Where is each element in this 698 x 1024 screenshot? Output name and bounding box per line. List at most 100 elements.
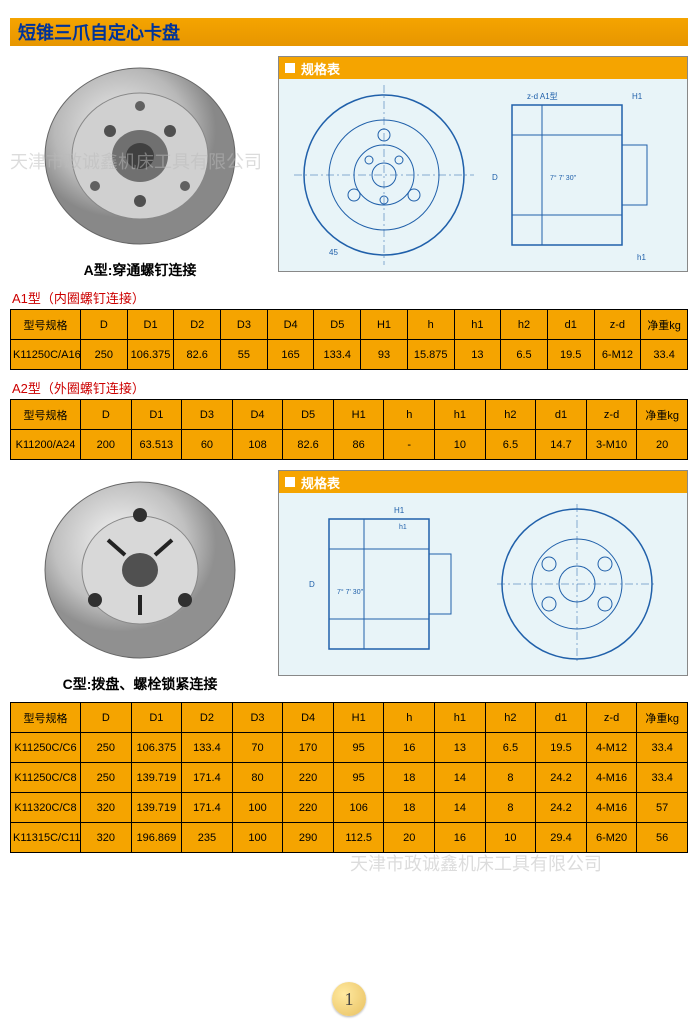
svg-text:H1: H1 bbox=[632, 92, 643, 101]
table-cell: D3 bbox=[232, 703, 283, 733]
table-cell: 320 bbox=[81, 793, 132, 823]
table-cell: D5 bbox=[283, 400, 334, 430]
page-number: 1 bbox=[332, 982, 366, 1016]
diagram-a: 45 z-d A1型 H1 7° 7' 30" D h1 bbox=[279, 79, 687, 271]
table-cell: 6-M12 bbox=[594, 340, 641, 370]
caption-c: C型:拨盘、螺栓锁紧连接 bbox=[63, 674, 218, 694]
diagram-c: H1 h1 7° 7' 30" D bbox=[279, 493, 687, 675]
table-cell: 55 bbox=[221, 340, 268, 370]
table-cell: 320 bbox=[81, 823, 132, 853]
table-cell: 14 bbox=[435, 793, 486, 823]
svg-text:h1: h1 bbox=[399, 524, 407, 531]
table-cell: 82.6 bbox=[174, 340, 221, 370]
table-cell: 10 bbox=[485, 823, 536, 853]
section-a: A型:穿通螺钉连接 规格表 45 bbox=[10, 56, 688, 280]
table-cell: 4-M16 bbox=[586, 793, 637, 823]
table-cell: 70 bbox=[232, 733, 283, 763]
table-cell: 139.719 bbox=[131, 793, 182, 823]
table-cell: H1 bbox=[361, 310, 408, 340]
table-cell: 93 bbox=[361, 340, 408, 370]
chuck-a-image bbox=[30, 56, 250, 256]
table-cell: D1 bbox=[131, 400, 182, 430]
table-row: K11250C/A16250106.37582.655165133.49315.… bbox=[11, 340, 688, 370]
page-title: 短锥三爪自定心卡盘 bbox=[18, 19, 180, 45]
table-cell: 133.4 bbox=[182, 733, 233, 763]
table-cell: 13 bbox=[454, 340, 501, 370]
svg-text:D: D bbox=[492, 173, 498, 182]
table-cell: 196.869 bbox=[131, 823, 182, 853]
svg-text:D: D bbox=[309, 580, 315, 589]
svg-text:45: 45 bbox=[329, 248, 338, 257]
table-cell: D2 bbox=[174, 310, 221, 340]
diagram-c-front bbox=[487, 499, 667, 669]
svg-text:h1: h1 bbox=[637, 253, 646, 262]
diagram-a-side: z-d A1型 H1 7° 7' 30" D h1 bbox=[482, 85, 672, 265]
table-cell: 19.5 bbox=[536, 733, 587, 763]
table-cell: 19.5 bbox=[547, 340, 594, 370]
table-cell: D3 bbox=[221, 310, 268, 340]
table-cell: 250 bbox=[81, 763, 132, 793]
chuck-c-image bbox=[30, 470, 250, 670]
table-cell: D4 bbox=[283, 703, 334, 733]
spec-header-icon bbox=[285, 477, 295, 487]
table-a2: 型号规格DD1D3D4D5H1hh1h2d1z-d净重kg K11200/A24… bbox=[10, 399, 688, 460]
table-cell: 净重kg bbox=[641, 310, 688, 340]
table-cell: 8 bbox=[485, 763, 536, 793]
table-cell: 13 bbox=[435, 733, 486, 763]
table-cell: 56 bbox=[637, 823, 688, 853]
table-row: K11250C/C6250106.375133.4701709516136.51… bbox=[11, 733, 688, 763]
table-cell: h2 bbox=[501, 310, 548, 340]
table-cell: h bbox=[384, 400, 435, 430]
table-a2-title: A2型（外圈螺钉连接） bbox=[12, 378, 688, 397]
table-cell: 250 bbox=[81, 340, 128, 370]
table-cell: 63.513 bbox=[131, 430, 182, 460]
table-row: K11315C/C11320196.869235100290112.520161… bbox=[11, 823, 688, 853]
table-cell: h1 bbox=[435, 703, 486, 733]
table-cell: 型号规格 bbox=[11, 400, 81, 430]
table-cell: 95 bbox=[333, 763, 384, 793]
table-cell: 139.719 bbox=[131, 763, 182, 793]
table-cell: D4 bbox=[267, 310, 314, 340]
table-cell: 95 bbox=[333, 733, 384, 763]
table-cell: 86 bbox=[333, 430, 384, 460]
table-cell: 16 bbox=[384, 733, 435, 763]
table-cell: D5 bbox=[314, 310, 361, 340]
table-cell: 净重kg bbox=[637, 400, 688, 430]
table-cell: 10 bbox=[435, 430, 486, 460]
table-cell: 100 bbox=[232, 823, 283, 853]
svg-text:H1: H1 bbox=[394, 506, 405, 515]
table-cell: 4-M12 bbox=[586, 733, 637, 763]
table-cell: 33.4 bbox=[637, 763, 688, 793]
table-cell: d1 bbox=[547, 310, 594, 340]
table-cell: 33.4 bbox=[641, 340, 688, 370]
table-cell: 82.6 bbox=[283, 430, 334, 460]
table-cell: 220 bbox=[283, 763, 334, 793]
table-cell: 290 bbox=[283, 823, 334, 853]
table-cell: 165 bbox=[267, 340, 314, 370]
table-cell: 250 bbox=[81, 733, 132, 763]
table-cell: D bbox=[81, 310, 128, 340]
table-row: K11200/A2420063.5136010882.686-106.514.7… bbox=[11, 430, 688, 460]
table-cell: K11200/A24 bbox=[11, 430, 81, 460]
table-a1-title: A1型（内圈螺钉连接） bbox=[12, 288, 688, 307]
table-cell: 235 bbox=[182, 823, 233, 853]
table-cell: 20 bbox=[384, 823, 435, 853]
table-cell: z-d bbox=[586, 400, 637, 430]
table-cell: 24.2 bbox=[536, 793, 587, 823]
table-row: K11320C/C8320139.719171.4100220106181482… bbox=[11, 793, 688, 823]
table-cell: 14.7 bbox=[536, 430, 587, 460]
table-cell: 57 bbox=[637, 793, 688, 823]
table-cell: 106 bbox=[333, 793, 384, 823]
table-cell: 171.4 bbox=[182, 763, 233, 793]
table-cell: 型号规格 bbox=[11, 703, 81, 733]
spec-header-text-a: 规格表 bbox=[301, 59, 340, 78]
table-a1-title-main: A1型 bbox=[12, 291, 41, 306]
table-cell: h1 bbox=[454, 310, 501, 340]
spec-box-c: 规格表 H1 h1 7° 7' 30" D bbox=[278, 470, 688, 676]
caption-a: A型:穿通螺钉连接 bbox=[84, 260, 197, 280]
table-cell: D bbox=[81, 400, 132, 430]
table-cell: 16 bbox=[435, 823, 486, 853]
table-cell: 3-M10 bbox=[586, 430, 637, 460]
table-cell: K11250C/C6 bbox=[11, 733, 81, 763]
table-cell: d1 bbox=[536, 400, 587, 430]
